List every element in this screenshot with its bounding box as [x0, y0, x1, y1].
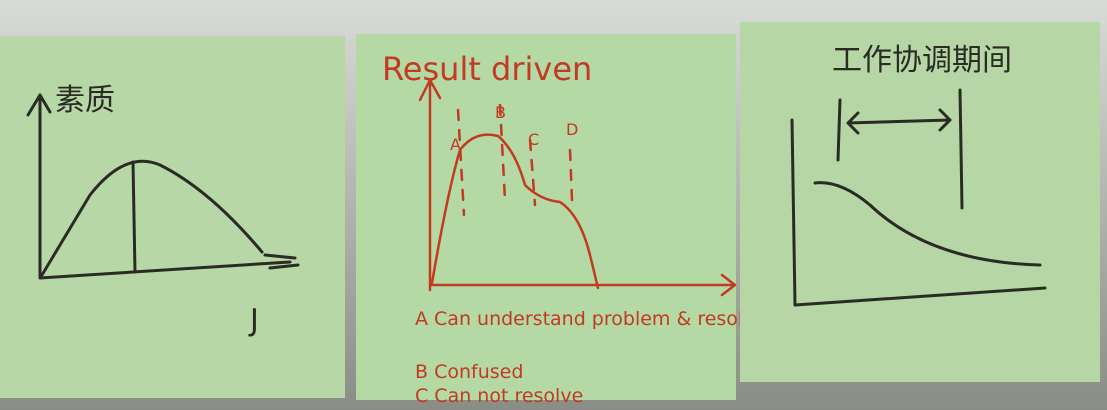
note-right: 工作协调期间	[740, 22, 1100, 382]
axis-label: J	[248, 303, 259, 338]
note-title: Result driven	[382, 50, 592, 88]
note-title: 工作协调期间	[832, 43, 1012, 78]
interval	[836, 88, 964, 210]
marker: A	[450, 135, 461, 154]
legend-item: A Can understand problem & resolve	[415, 308, 766, 330]
legend-item: B Confused	[415, 361, 523, 383]
note-title: 素质	[55, 83, 115, 118]
note-left: 素质 J	[0, 36, 345, 398]
marker: D	[566, 120, 578, 139]
note-middle: Result driven A B C D A Can understand p…	[356, 34, 766, 407]
axes	[418, 78, 737, 297]
divider	[131, 160, 137, 274]
curve	[813, 181, 1042, 267]
axes	[26, 93, 292, 280]
curve	[430, 133, 600, 290]
marker: C	[528, 130, 539, 149]
marker: B	[495, 103, 506, 122]
sticky-note	[0, 36, 345, 398]
sticky-note	[740, 22, 1100, 382]
axes	[790, 118, 1047, 307]
sticky-note	[356, 34, 736, 400]
arrow	[263, 253, 300, 270]
guides	[456, 103, 574, 217]
legend-item: C Can not resolve	[415, 385, 583, 407]
curve	[40, 159, 264, 277]
